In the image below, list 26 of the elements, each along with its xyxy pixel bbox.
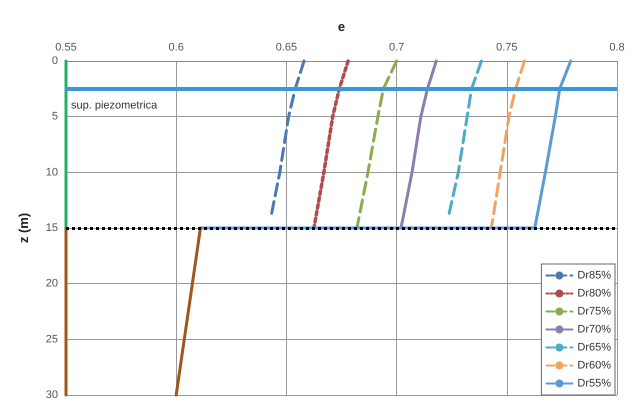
x-axis-title: e xyxy=(338,19,346,34)
line-series xyxy=(400,60,438,230)
line-series xyxy=(490,60,526,230)
y-tick-label: 0 xyxy=(52,55,58,67)
x-tick-label: 0.6 xyxy=(168,42,184,54)
legend-label: Dr55% xyxy=(577,378,612,390)
ref-line-label: sup. piezometrica xyxy=(71,99,158,112)
legend-label: Dr65% xyxy=(577,342,612,354)
legend-label: Dr60% xyxy=(577,360,612,372)
legend-label: Dr75% xyxy=(577,306,612,318)
y-tick-label: 20 xyxy=(46,278,58,290)
legend-label: Dr80% xyxy=(577,288,612,300)
line-series xyxy=(355,60,398,230)
y-tick-label: 10 xyxy=(46,166,58,178)
x-tick-label: 0.75 xyxy=(496,42,518,54)
legend-label: Dr85% xyxy=(577,270,612,282)
legend-label: Dr70% xyxy=(577,324,612,336)
y-tick-label: 15 xyxy=(46,222,58,234)
x-tick-label: 0.7 xyxy=(388,42,404,54)
y-tick-label: 25 xyxy=(46,333,58,346)
x-tick-label: 0.65 xyxy=(276,42,298,54)
y-tick-label: 5 xyxy=(52,110,58,123)
y-axis-title: z (m) xyxy=(16,212,31,244)
y-tick-label: 30 xyxy=(46,389,58,401)
x-tick-label: 0.8 xyxy=(609,42,625,54)
x-tick-label: 0.55 xyxy=(55,42,77,54)
